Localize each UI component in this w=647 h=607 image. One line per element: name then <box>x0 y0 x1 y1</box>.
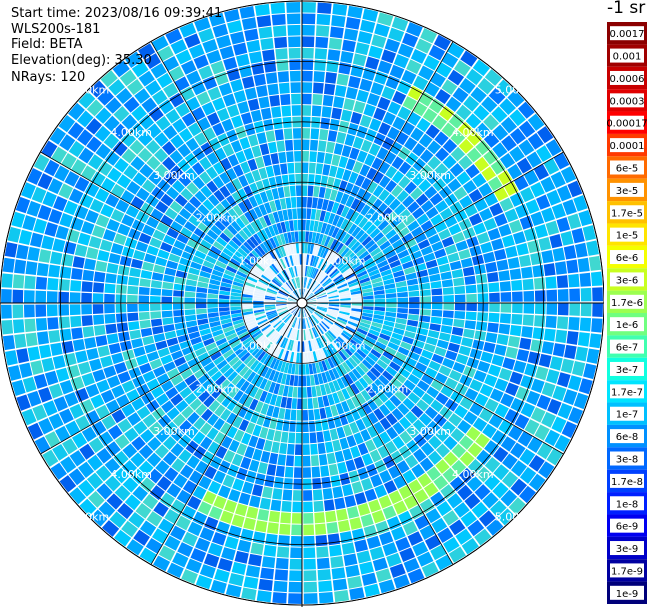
colorbar-tick-box <box>610 48 644 63</box>
range-ring-label: 3.00km <box>409 169 451 182</box>
colorbar-tick-box <box>610 585 644 600</box>
colorbar-tick-label: 0.0001 <box>610 141 645 152</box>
colorbar-tick-label: 0.0003 <box>610 96 645 107</box>
range-ring-label: 2.00km <box>367 212 409 225</box>
colorbar-tick-label: 3e-5 <box>616 186 639 197</box>
colorbar-tick-label: 1.7e-8 <box>611 477 643 488</box>
range-ring-label: 1.00km <box>324 254 366 267</box>
colorbar-tick-label: 1.7e-6 <box>611 298 643 309</box>
range-ring-label: 4.00km <box>452 126 494 139</box>
colorbar-tick-box <box>610 406 644 421</box>
range-ring-label: 2.00km <box>196 212 238 225</box>
range-ring-label: 4.00km <box>452 468 494 481</box>
colorbar-tick-box <box>610 250 644 265</box>
colorbar-tick-box <box>610 294 644 309</box>
colorbar-tick-box <box>610 473 644 488</box>
range-ring-label: 5.00km <box>495 83 537 96</box>
colorbar-tick-label: 3e-8 <box>616 455 639 466</box>
colorbar-tick-label: 3e-7 <box>616 365 639 376</box>
range-ring-label: 1.00km <box>324 340 366 353</box>
colorbar-tick-box <box>610 70 644 85</box>
colorbar-tick-box <box>610 541 644 556</box>
range-ring-label: 1.00km <box>239 340 281 353</box>
colorbar-tick-label: 6e-5 <box>616 164 639 175</box>
colorbar-tick-box <box>610 496 644 511</box>
colorbar-tick-box <box>610 160 644 175</box>
range-ring-label: 5.00km <box>495 511 537 524</box>
colorbar-tick-box <box>610 182 644 197</box>
colorbar-tick-box <box>610 93 644 108</box>
colorbar-tick-label: 1e-7 <box>616 410 639 421</box>
colorbar-tick-box <box>610 317 644 332</box>
colorbar-tick-box <box>610 205 644 220</box>
ppi-scan-plot: 1.00km 1.00km 1.00km 1.00km 2.00km 2.00km 2.00… <box>0 0 604 607</box>
range-ring-label: 2.00km <box>196 382 238 395</box>
colorbar: 0.0017 0.001 0.0006 0.0003 0.00017 0.0001 6e-5… <box>606 22 647 604</box>
nrays-label: NRays: 120 <box>11 70 86 85</box>
range-ring-label: 4.00km <box>110 468 152 481</box>
colorbar-tick-label: 3e-9 <box>616 544 639 555</box>
colorbar-tick-box <box>610 451 644 466</box>
range-ring-label: 4.00km <box>110 126 152 139</box>
radar-center-marker <box>296 297 308 309</box>
range-ring-label: 1.00km <box>239 254 281 267</box>
colorbar-tick-box <box>610 138 644 153</box>
colorbar-tick-label: 0.001 <box>613 52 642 63</box>
colorbar-tick-label: 0.0017 <box>610 29 645 40</box>
ppi-data-rays <box>1 2 603 604</box>
range-ring-label: 3.00km <box>153 425 195 438</box>
colorbar-unit-label: -1 sr <box>607 0 646 18</box>
range-ring-label: 5.00km <box>68 83 110 96</box>
colorbar-tick-box <box>610 26 644 41</box>
colorbar-tick-box <box>610 429 644 444</box>
colorbar-tick-label: 6e-6 <box>616 253 639 264</box>
instrument-label: WLS200s-181 <box>11 22 101 37</box>
colorbar-tick-box <box>610 384 644 399</box>
range-ring-label: 3.00km <box>153 169 195 182</box>
colorbar-tick-box <box>610 227 644 242</box>
colorbar-tick-label: 6e-7 <box>616 343 639 354</box>
colorbar-tick-box <box>610 361 644 376</box>
colorbar-tick-label: 1e-6 <box>616 320 639 331</box>
colorbar-tick-box <box>610 563 644 578</box>
colorbar-tick-box <box>610 115 644 130</box>
colorbar-tick-label: 1.7e-9 <box>611 566 643 577</box>
colorbar-tick-label: 1e-9 <box>616 589 639 600</box>
field-label: Field: BETA <box>11 37 83 52</box>
colorbar-tick-label: 6e-9 <box>616 522 639 533</box>
start-time-label: Start time: 2023/08/16 09:39:41 <box>11 6 223 21</box>
range-ring-label: 5.00km <box>68 511 110 524</box>
colorbar-tick-box <box>610 272 644 287</box>
range-ring-label: 2.00km <box>367 382 409 395</box>
colorbar-tick-label: 3e-6 <box>616 275 639 286</box>
colorbar-tick-label: 1.7e-7 <box>611 387 643 398</box>
colorbar-tick-label: 6e-8 <box>616 432 639 443</box>
colorbar-tick-label: 0.00017 <box>606 119 647 130</box>
colorbar-tick-label: 1e-5 <box>616 231 639 242</box>
range-ring-label: 3.00km <box>409 425 451 438</box>
colorbar-tick-label: 1e-8 <box>616 499 639 510</box>
colorbar-tick-box <box>610 518 644 533</box>
elevation-label: Elevation(deg): 35.30 <box>11 53 152 68</box>
colorbar-tick-label: 1.7e-5 <box>611 208 643 219</box>
colorbar-tick-label: 0.0006 <box>610 74 645 85</box>
colorbar-tick-box <box>610 339 644 354</box>
